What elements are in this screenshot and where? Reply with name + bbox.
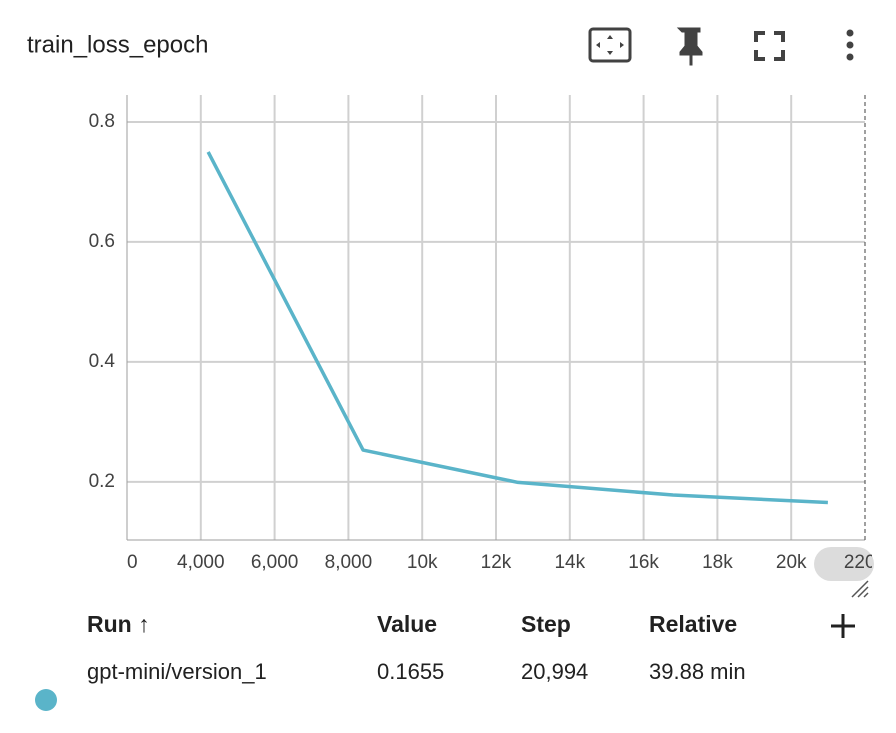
header-step: Step — [521, 611, 571, 637]
x-tick-label: 10k — [407, 552, 438, 573]
fullscreen-icon[interactable] — [754, 31, 785, 61]
x-tick-label: 16k — [628, 552, 659, 573]
x-tick-label: 14k — [554, 552, 585, 573]
run-relative: 39.88 min — [649, 659, 746, 684]
x-tick-label: 4,000 — [177, 552, 225, 573]
header-relative: Relative — [649, 611, 737, 637]
header-value: Value — [377, 611, 437, 637]
chart-title: train_loss_epoch — [27, 31, 208, 58]
y-tick-label: 0.2 — [89, 471, 115, 492]
table-header: Run ↑ Value Step Relative — [87, 611, 737, 637]
y-tick-label: 0.4 — [89, 351, 116, 372]
run-name: gpt-mini/version_1 — [87, 659, 267, 684]
run-color[interactable] — [35, 689, 57, 711]
header-run[interactable]: Run ↑ — [87, 611, 150, 637]
x-tick-label: 6,000 — [251, 552, 299, 573]
x-tick-label: 12k — [481, 552, 512, 573]
x-tick-label: 00 — [116, 552, 137, 573]
pin-icon[interactable] — [676, 27, 703, 66]
x-tick-label: 18k — [702, 552, 733, 573]
resize-handle[interactable] — [851, 580, 869, 598]
table-row: gpt-mini/version_1 0.1655 20,994 39.88 m… — [87, 659, 746, 684]
fit-icon[interactable] — [588, 27, 632, 63]
y-tick-label: 0.8 — [89, 111, 115, 132]
x-tick-label: 8,000 — [325, 552, 373, 573]
x-tick-label: 20k — [776, 552, 807, 573]
hover-pill — [814, 547, 874, 581]
x-tick-label: 2200 — [844, 552, 886, 573]
run-step: 20,994 — [521, 659, 588, 684]
x-tick-labels: 00 4,000 6,000 8,000 10k 12k 14k 16k 18k 20k 2200 — [116, 552, 886, 573]
run-value: 0.1655 — [377, 659, 444, 684]
line — [206, 151, 828, 505]
y-tick-label: 0.6 — [89, 231, 115, 252]
add-column[interactable] — [831, 614, 855, 638]
more-icon[interactable] — [846, 29, 854, 61]
